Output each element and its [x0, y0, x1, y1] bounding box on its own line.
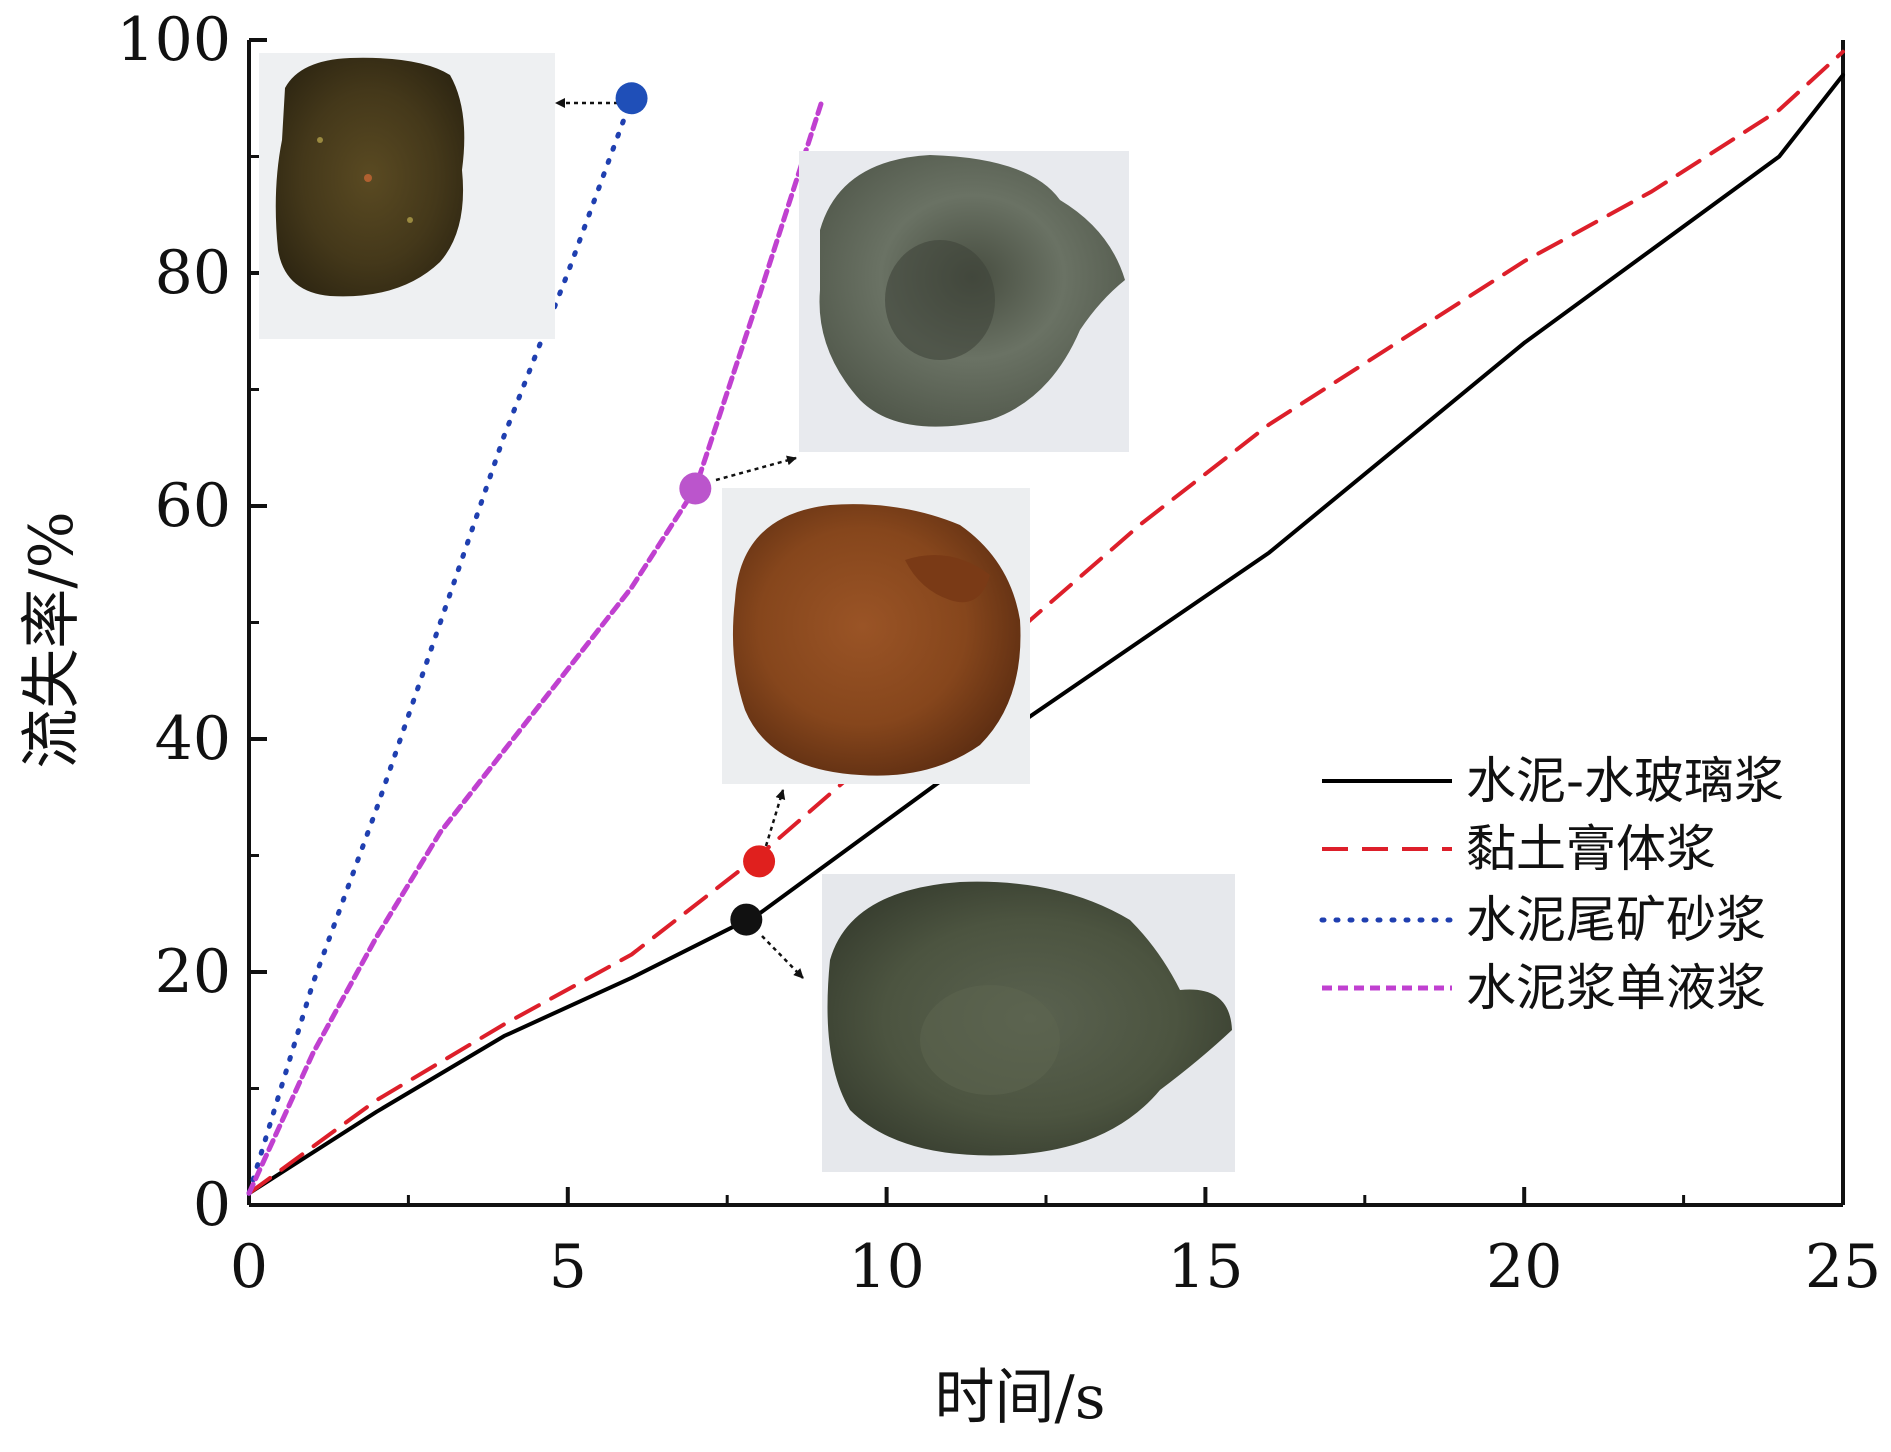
arrow-red-to-photo — [764, 789, 786, 847]
arrow-black-to-photo — [761, 935, 804, 979]
y-tick-label: 0 — [193, 1170, 231, 1240]
tick-labels: 0 5 10 15 20 25 0 20 40 60 80 100 — [116, 5, 1881, 1302]
series-layer — [246, 49, 1845, 1196]
legend-label-4: 水泥浆单液浆 — [1466, 959, 1766, 1017]
y-tick-label: 100 — [116, 5, 231, 75]
series-marker-2 — [679, 472, 712, 505]
photos — [259, 53, 1235, 1172]
y-tick-label: 20 — [155, 937, 231, 1007]
legend-entry-4: 水泥浆单液浆 — [1322, 959, 1766, 1017]
arrows — [555, 98, 804, 979]
legend: 水泥-水玻璃浆 黏土膏体浆 水泥尾矿砂浆 水泥浆单液浆 — [1319, 752, 1784, 1017]
arrow-purple-to-photo — [715, 455, 797, 482]
series-marker-1 — [615, 82, 648, 115]
x-tick-label: 5 — [549, 1232, 587, 1302]
series-marker-3 — [743, 845, 776, 878]
y-tick-label: 40 — [155, 704, 231, 774]
x-tick-label: 10 — [848, 1232, 924, 1302]
legend-label-3: 水泥尾矿砂浆 — [1466, 891, 1766, 949]
photo-cement-silicate-grout — [822, 874, 1235, 1172]
legend-entry-2: 黏土膏体浆 — [1322, 820, 1716, 878]
photo-clay-paste-grout — [722, 488, 1030, 784]
x-tick-label: 20 — [1486, 1232, 1562, 1302]
series-line-4 — [246, 95, 826, 1196]
photo-cement-single-grout — [799, 151, 1129, 452]
y-axis-title: 流失率/% — [17, 511, 87, 768]
y-tick-label: 60 — [155, 471, 231, 541]
legend-entry-3: 水泥尾矿砂浆 — [1319, 891, 1766, 949]
ticks — [247, 38, 1845, 1207]
legend-label-2: 黏土膏体浆 — [1466, 820, 1716, 878]
x-axis-title: 时间/s — [934, 1363, 1105, 1433]
legend-entry-1: 水泥-水玻璃浆 — [1322, 752, 1784, 810]
y-tick-label: 80 — [155, 238, 231, 308]
series-line-2 — [247, 49, 1845, 1196]
marker-layer — [615, 82, 776, 936]
photo-tailings-sand-grout — [259, 53, 555, 339]
legend-label-1: 水泥-水玻璃浆 — [1466, 752, 1784, 810]
series-line-1 — [247, 73, 1845, 1196]
x-tick-label: 0 — [230, 1232, 268, 1302]
series-line-3 — [246, 95, 635, 1196]
x-tick-label: 25 — [1805, 1232, 1881, 1302]
x-tick-label: 15 — [1167, 1232, 1243, 1302]
series-marker-4 — [730, 903, 763, 936]
